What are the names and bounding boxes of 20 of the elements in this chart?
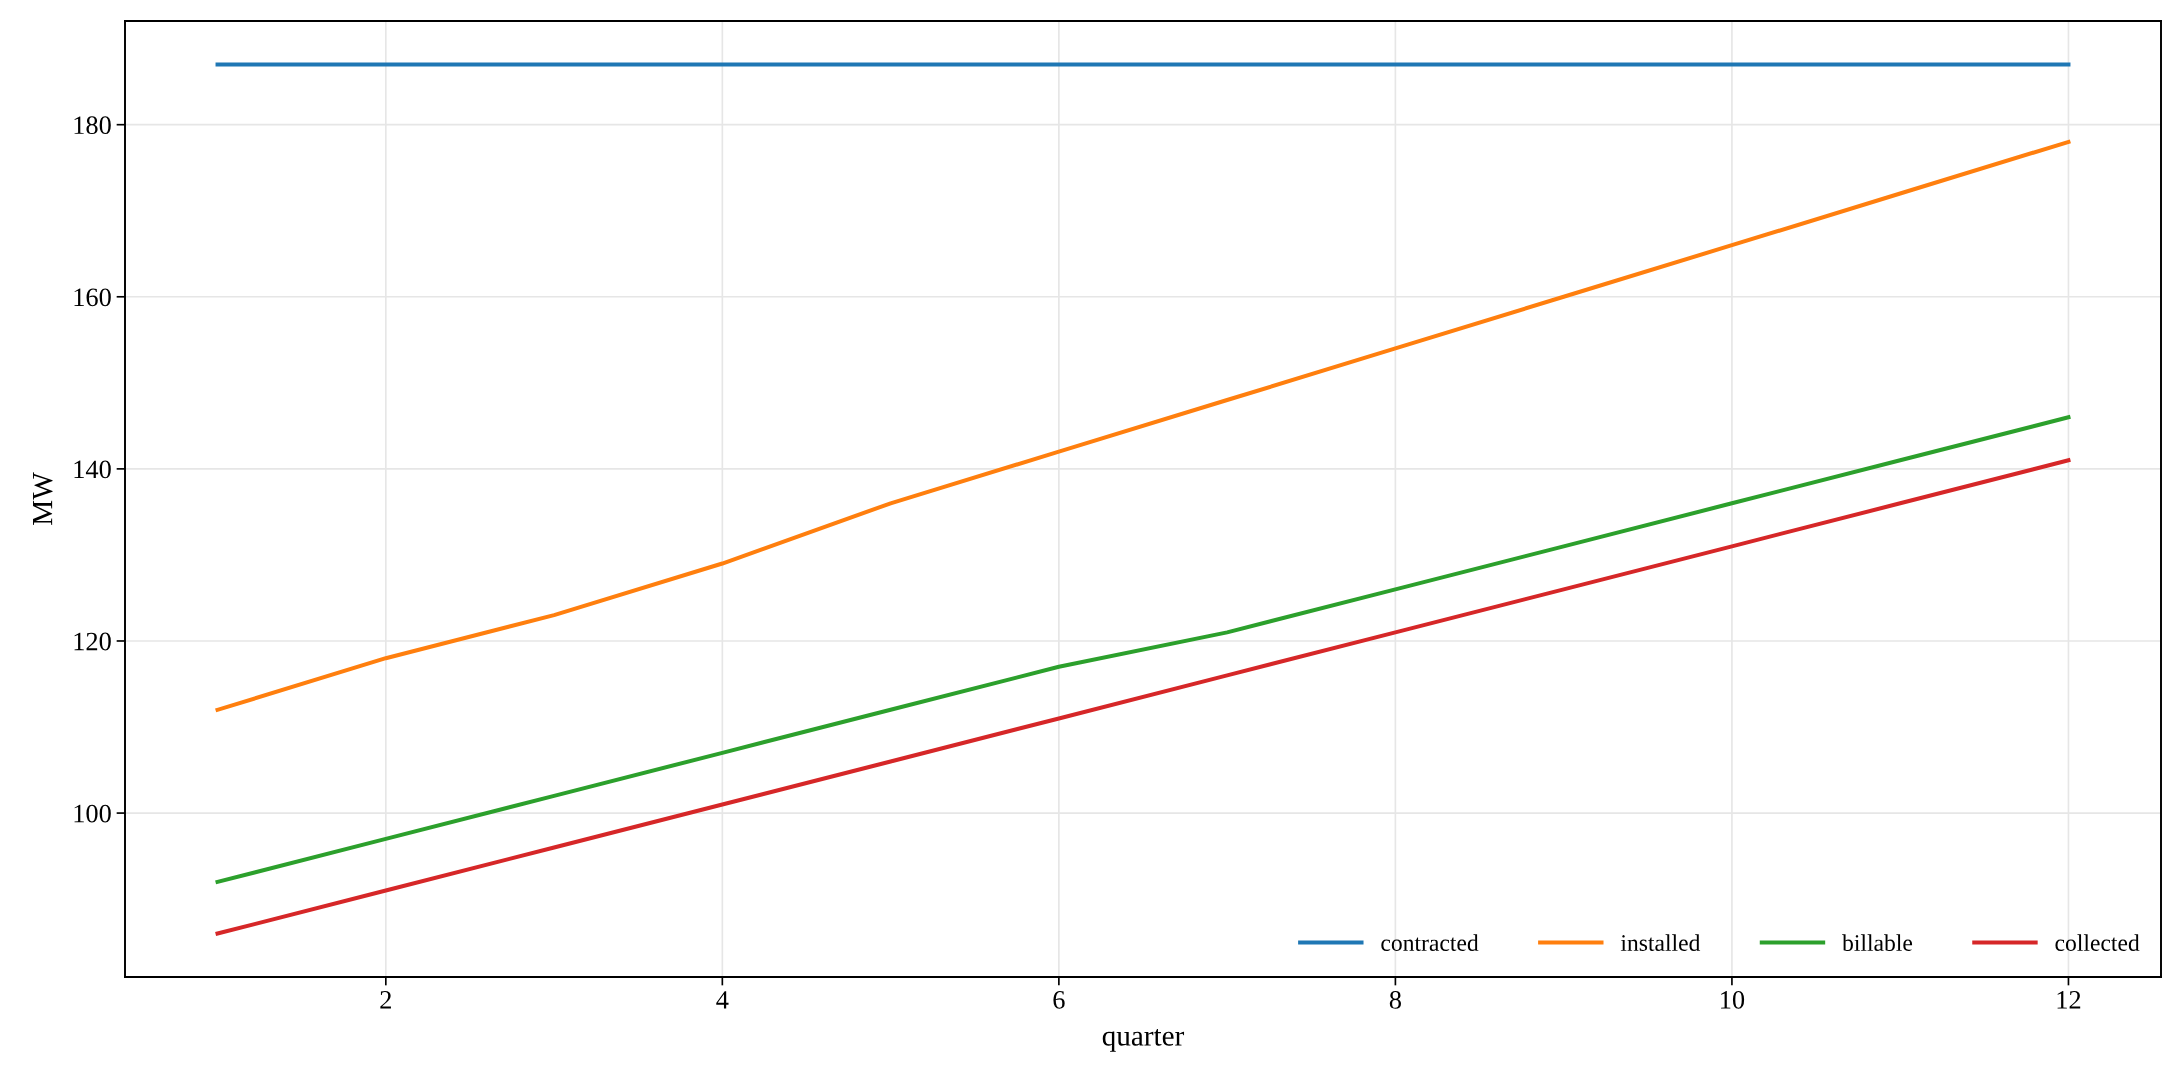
legend-label: billable (1842, 934, 1913, 951)
x-tick-label: 6 (1053, 991, 1065, 1009)
x-tick-label: 12 (2057, 991, 2081, 1009)
legend-label: collected (2055, 934, 2140, 951)
y-tick-label: 160 (74, 288, 111, 307)
y-tick-label: 120 (74, 632, 111, 651)
x-tick-label: 8 (1389, 990, 1401, 1009)
y-tick-label: 100 (74, 804, 111, 823)
y-axis-title: MW (33, 472, 53, 525)
x-tick-label: 2 (380, 991, 391, 1009)
line-series (215, 458, 2071, 936)
legend-label: contracted (1381, 934, 1479, 951)
line-series (215, 139, 2071, 712)
line-series (215, 415, 2071, 884)
legend-label: installed (1620, 934, 1701, 951)
x-tick-label: 4 (716, 991, 729, 1009)
x-axis-title: quarter (1102, 1029, 1185, 1052)
y-tick-label: 140 (74, 460, 111, 479)
y-tick-label: 180 (74, 116, 111, 135)
x-tick-label: 10 (1721, 990, 1745, 1009)
